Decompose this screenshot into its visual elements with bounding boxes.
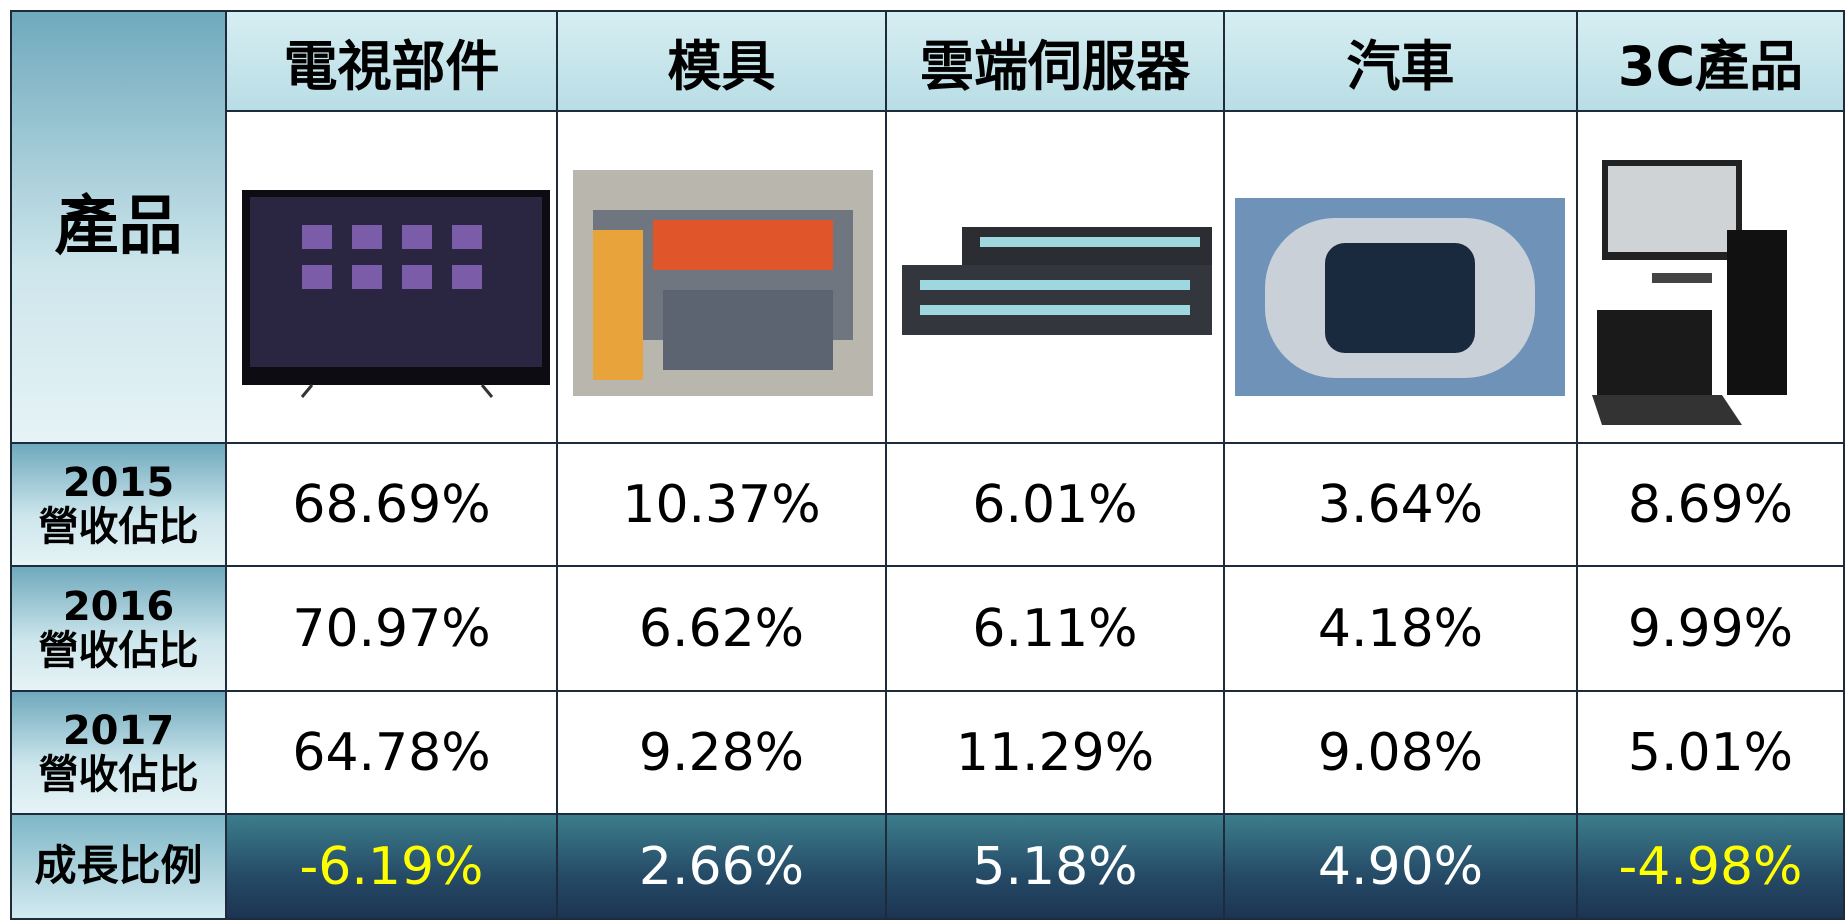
value: 3.64% — [1318, 475, 1483, 535]
column-header: 3C產品 — [1578, 12, 1845, 112]
value: 6.01% — [972, 475, 1137, 535]
row-header: 成長比例 — [12, 815, 227, 920]
row-label: 2016 — [63, 585, 174, 629]
mold-image — [573, 170, 873, 396]
value-cell: 6.11% — [887, 567, 1225, 692]
value-cell: 6.01% — [887, 444, 1225, 567]
tv-image — [242, 185, 552, 400]
value-cell: 5.01% — [1578, 692, 1845, 815]
corner-label: 產品 — [55, 192, 183, 262]
value-cell: 9.28% — [558, 692, 887, 815]
column-label: 3C產品 — [1618, 22, 1803, 101]
value-cell: 70.97% — [227, 567, 558, 692]
value-cell: 6.62% — [558, 567, 887, 692]
border — [10, 10, 1845, 12]
column-header: 模具 — [558, 12, 887, 112]
column-header: 電視部件 — [227, 12, 558, 112]
value: 9.08% — [1318, 723, 1483, 783]
3c-image — [1592, 155, 1845, 430]
value: 9.28% — [639, 723, 804, 783]
column-header: 雲端伺服器 — [887, 12, 1225, 112]
row-label: 營收佔比 — [39, 753, 199, 797]
column-label: 汽車 — [1347, 22, 1455, 101]
value-cell: 9.99% — [1578, 567, 1845, 692]
value-cell: 68.69% — [227, 444, 558, 567]
product-table: -4.98% 4.90% 5.18% 2.66% -6.19% 成長比例 5.01% 9.08… — [0, 0, 1845, 920]
row-label: 營收佔比 — [39, 629, 199, 673]
value-cell: -6.19% — [227, 815, 558, 920]
car-image — [1235, 198, 1565, 398]
server-image — [900, 225, 1215, 345]
value-cell: 11.29% — [887, 692, 1225, 815]
value: 68.69% — [292, 475, 490, 535]
value: 64.78% — [292, 723, 490, 783]
value-cell: 8.69% — [1578, 444, 1845, 567]
value: 9.99% — [1628, 599, 1793, 659]
value-cell: 3.64% — [1225, 444, 1578, 567]
value: 6.62% — [639, 599, 804, 659]
row-label: 營收佔比 — [39, 505, 199, 549]
value: 5.18% — [972, 837, 1137, 897]
value-cell: -4.98% — [1578, 815, 1845, 920]
value-cell: 9.08% — [1225, 692, 1578, 815]
row-label: 成長比例 — [34, 843, 202, 889]
value: 10.37% — [622, 475, 820, 535]
value-cell: 4.90% — [1225, 815, 1578, 920]
value-cell: 4.18% — [1225, 567, 1578, 692]
row-label: 2017 — [63, 709, 174, 753]
value-cell: 5.18% — [887, 815, 1225, 920]
column-label: 電視部件 — [284, 22, 500, 101]
row-label: 2015 — [63, 461, 174, 505]
value: 11.29% — [956, 723, 1154, 783]
value-cell: 64.78% — [227, 692, 558, 815]
value: -4.98% — [1619, 837, 1803, 897]
value: 8.69% — [1628, 475, 1793, 535]
value: 70.97% — [292, 599, 490, 659]
value-cell: 10.37% — [558, 444, 887, 567]
border — [10, 12, 12, 920]
value: 5.01% — [1628, 723, 1793, 783]
column-label: 模具 — [668, 22, 776, 101]
column-label: 雲端伺服器 — [920, 22, 1190, 101]
value: -6.19% — [300, 837, 484, 897]
value-cell: 2.66% — [558, 815, 887, 920]
corner-cell: 產品 — [12, 12, 227, 444]
column-header: 汽車 — [1225, 12, 1578, 112]
value: 6.11% — [972, 599, 1137, 659]
value: 4.90% — [1318, 837, 1483, 897]
value: 4.18% — [1318, 599, 1483, 659]
value: 2.66% — [639, 837, 804, 897]
